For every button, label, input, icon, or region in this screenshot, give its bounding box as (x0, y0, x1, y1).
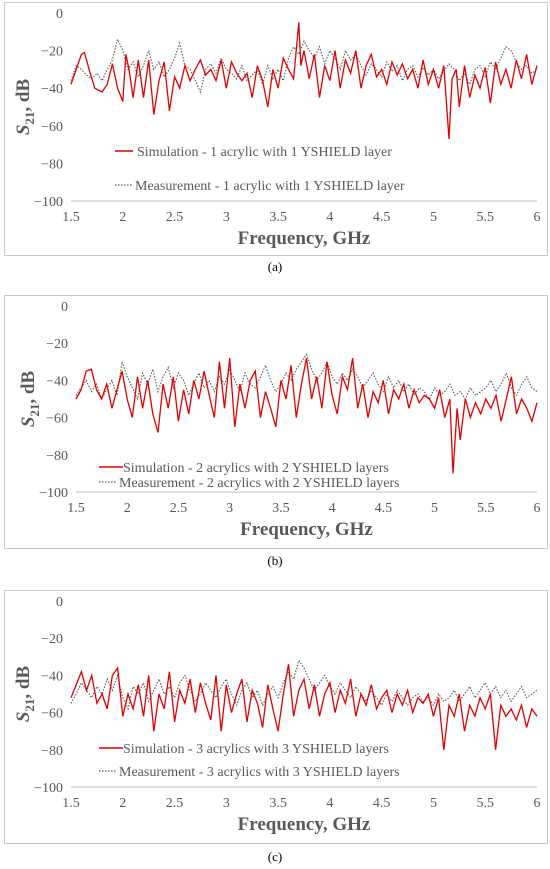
x-tick-label-b: 2 (124, 501, 131, 516)
series-measurement-line-c (70, 659, 538, 711)
x-tick-label-c: 4 (326, 796, 333, 811)
legend-measurement-label-c: Measurement - 3 acrylics with 3 YSHIELD … (119, 765, 400, 780)
x-tick-label-a: 5 (430, 210, 437, 225)
y-axis-label-c: S21, dB (13, 666, 37, 723)
y-tick-label-c: −80 (41, 744, 63, 759)
series-simulation-line-b (75, 357, 538, 474)
series-simulation-line-a (70, 22, 538, 140)
chart-panel-b: 0 −20 −40 −60 −80 −100 1.5 2 2.5 3 3.5 4 4.5 5 5.5 6 Fre… (4, 295, 548, 549)
chart-panel-a: 0 −20 −40 −60 −80 −100 1.5 2 2.5 3 3.5 4 4.5 5 5.5 6 Fre… (4, 2, 548, 256)
y-tick-label-c: −20 (41, 632, 63, 647)
x-tick-label-a: 2.5 (166, 210, 184, 225)
y-axis-label-a: S21, dB (13, 79, 37, 136)
x-tick-label-c: 1.5 (62, 796, 80, 811)
legend-simulation-label-c: Simulation - 3 acrylics with 3 YSHIELD l… (123, 742, 389, 757)
x-tick-label-c: 3 (223, 796, 230, 811)
x-tick-label-c: 2.5 (166, 796, 184, 811)
x-tick-label-b: 4 (329, 501, 336, 516)
x-tick-label-a: 6 (534, 210, 541, 225)
x-axis-label-c: Frequency, GHz (238, 814, 371, 835)
caption-c-text: (c) (267, 849, 283, 864)
x-tick-label-c: 2 (119, 796, 126, 811)
x-tick-label-b: 1.5 (67, 501, 85, 516)
x-tick-label-b: 2.5 (170, 501, 188, 516)
x-tick-label-c: 5 (430, 796, 437, 811)
x-tick-label-a: 3.5 (269, 210, 287, 225)
x-tick-label-b: 5 (431, 501, 438, 516)
y-tick-label-b: −20 (46, 337, 68, 352)
caption-c: (c) (0, 849, 550, 865)
x-tick-label-b: 6 (534, 501, 541, 516)
x-axis-label-b: Frequency, GHz (240, 519, 373, 540)
y-tick-label-b: −60 (46, 412, 68, 427)
y-tick-label-c: −60 (41, 707, 63, 722)
y-tick-label-b: 0 (61, 300, 68, 315)
series-measurement-line-a (70, 37, 538, 94)
legend-simulation-label-a: Simulation - 1 acrylic with 1 YSHIELD la… (137, 145, 392, 160)
y-tick-label-b: −100 (39, 486, 68, 501)
x-tick-label-b: 4.5 (375, 501, 393, 516)
series-measurement-line-b (75, 353, 538, 401)
series-simulation-line-c (70, 664, 538, 750)
y-tick-label-b: −40 (46, 374, 68, 389)
x-tick-label-c: 4.5 (373, 796, 391, 811)
x-tick-label-a: 2 (119, 210, 126, 225)
legend-measurement-label-a: Measurement - 1 acrylic with 1 YSHIELD l… (135, 179, 405, 194)
y-tick-label-c: −100 (34, 781, 63, 796)
x-tick-label-a: 4 (326, 210, 333, 225)
y-tick-label-a: −80 (41, 157, 63, 172)
x-tick-label-a: 3 (223, 210, 230, 225)
x-tick-label-c: 3.5 (269, 796, 287, 811)
x-tick-label-c: 5.5 (476, 796, 494, 811)
caption-b-text: (b) (267, 553, 283, 568)
y-tick-label-a: −60 (41, 120, 63, 135)
y-axis-label-b: S21, dB (18, 371, 42, 428)
x-tick-label-b: 3 (226, 501, 233, 516)
x-axis-label-a: Frequency, GHz (238, 228, 371, 249)
y-tick-label-a: −20 (41, 45, 63, 60)
x-tick-label-a: 4.5 (373, 210, 391, 225)
caption-a-text: (a) (267, 259, 283, 274)
x-tick-label-b: 3.5 (272, 501, 290, 516)
x-tick-label-b: 5.5 (477, 501, 495, 516)
y-tick-label-c: 0 (56, 595, 63, 610)
x-tick-label-c: 6 (534, 796, 541, 811)
legend-measurement-label-b: Measurement - 2 acrylics with 2 YSHIELD … (119, 476, 400, 491)
y-tick-label-a: −100 (34, 195, 63, 210)
x-tick-label-a: 5.5 (476, 210, 494, 225)
chart-panel-c: 0 −20 −40 −60 −80 −100 1.5 2 2.5 3 3.5 4 4.5 5 5.5 6 Fre… (4, 590, 548, 844)
y-tick-label-a: 0 (56, 7, 63, 22)
legend-simulation-label-b: Simulation - 2 acrylics with 2 YSHIELD l… (123, 461, 389, 476)
caption-b: (b) (0, 553, 550, 569)
caption-a: (a) (0, 259, 550, 275)
y-tick-label-c: −40 (41, 669, 63, 684)
y-tick-label-b: −80 (46, 449, 68, 464)
x-tick-label-a: 1.5 (62, 210, 80, 225)
y-tick-label-a: −40 (41, 82, 63, 97)
